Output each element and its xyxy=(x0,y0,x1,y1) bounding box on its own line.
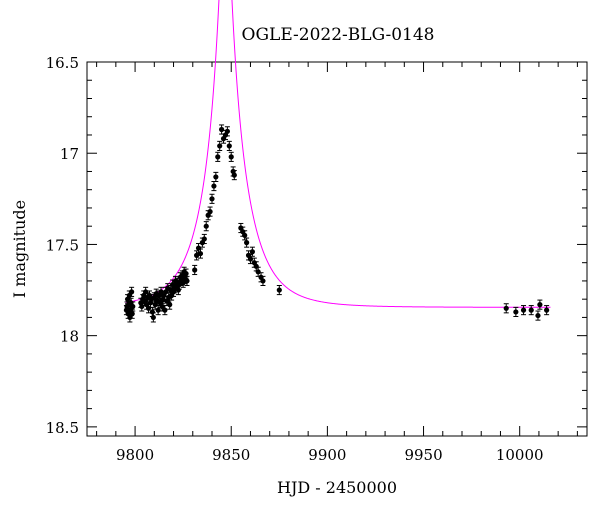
y-tick-label: 17.5 xyxy=(46,236,79,254)
x-tick-label: 10000 xyxy=(496,446,544,464)
data-point xyxy=(197,250,204,257)
data-point xyxy=(129,289,135,295)
data-point xyxy=(203,223,209,229)
data-point xyxy=(228,154,234,160)
data-point xyxy=(184,278,190,284)
data-point xyxy=(175,287,181,293)
x-tick-label: 9900 xyxy=(308,446,346,464)
y-axis-label: I magnitude xyxy=(10,200,29,298)
data-point xyxy=(260,278,266,284)
data-point xyxy=(528,307,534,313)
model-curve-layer xyxy=(125,0,551,308)
data-point xyxy=(231,172,237,178)
data-point xyxy=(513,309,519,315)
y-tick-label: 17 xyxy=(60,145,79,163)
data-points-layer xyxy=(123,124,550,323)
y-tick-label: 16.5 xyxy=(46,54,79,72)
x-tick-labels: 9800 9850 9900 9950 10000 xyxy=(116,446,544,464)
y-tick-label: 18 xyxy=(60,328,79,346)
data-point xyxy=(213,174,219,180)
data-point xyxy=(276,287,282,293)
data-point xyxy=(201,236,207,242)
data-point xyxy=(192,267,198,273)
y-tick-label: 18.5 xyxy=(46,419,79,437)
x-tick-label: 9950 xyxy=(404,446,442,464)
data-point xyxy=(130,303,136,310)
data-point xyxy=(167,302,173,308)
model-curve xyxy=(125,0,551,308)
data-point xyxy=(247,256,254,262)
data-point xyxy=(244,240,250,246)
x-axis-label: HJD - 2450000 xyxy=(277,478,397,497)
x-tick-label: 9850 xyxy=(212,446,250,464)
data-point xyxy=(226,143,232,149)
data-point xyxy=(139,303,145,310)
data-point xyxy=(242,232,248,238)
data-point xyxy=(537,302,543,308)
x-tick-label: 9800 xyxy=(116,446,154,464)
data-point xyxy=(255,269,261,275)
data-point xyxy=(155,307,161,313)
axis-ticks xyxy=(87,61,587,436)
data-point xyxy=(520,307,527,313)
y-tick-labels: 16.5 17 17.5 18 18.5 xyxy=(46,54,79,437)
data-point xyxy=(544,307,550,313)
data-point xyxy=(224,128,230,134)
data-point xyxy=(219,126,225,133)
data-point xyxy=(162,307,168,313)
plot-frame xyxy=(86,61,588,437)
data-point xyxy=(129,311,135,317)
data-point xyxy=(217,143,223,149)
data-point xyxy=(211,183,217,189)
data-point xyxy=(149,309,155,315)
data-point xyxy=(207,209,213,215)
data-point xyxy=(150,314,156,321)
data-point xyxy=(209,196,215,202)
chart-title: OGLE-2022-BLG-0148 xyxy=(242,25,435,45)
data-point xyxy=(503,305,509,311)
data-point xyxy=(215,154,221,160)
data-point xyxy=(535,312,541,319)
data-point xyxy=(183,271,189,277)
data-point xyxy=(249,249,255,255)
